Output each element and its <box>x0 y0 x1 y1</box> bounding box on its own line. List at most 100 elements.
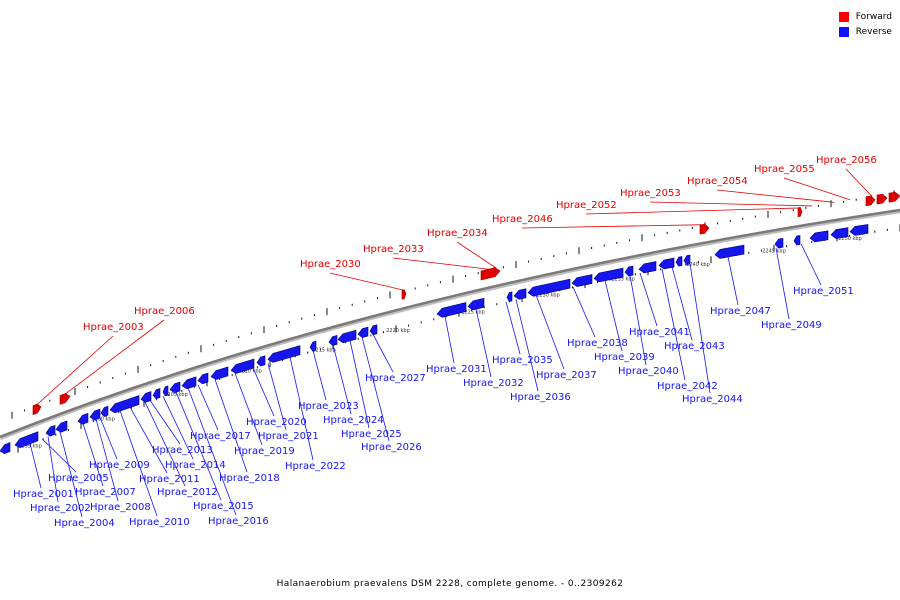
reverse-gene-arrow <box>593 267 624 283</box>
gene-label: Hprae_2036 <box>510 392 571 403</box>
backbone-line <box>0 208 900 439</box>
gene-label: Hprae_2022 <box>285 461 346 472</box>
gene-label: Hprae_2007 <box>75 487 136 498</box>
reverse-gene-arrow <box>830 227 849 239</box>
leader-line <box>197 384 219 431</box>
reverse-gene-arrow <box>683 254 691 265</box>
leader-line <box>187 387 237 516</box>
gene-label: Hprae_2023 <box>298 401 359 412</box>
gene-label: Hprae_2039 <box>594 352 655 363</box>
leader-line <box>214 379 248 473</box>
leader-line <box>361 337 390 442</box>
leader-line <box>175 391 222 501</box>
label-leader-lines <box>29 168 873 518</box>
leader-line <box>41 438 77 473</box>
reverse-gene-arrow <box>181 376 197 390</box>
gene-label: Hprae_2055 <box>754 164 815 175</box>
reverse-gene-arrow <box>506 291 513 302</box>
reverse-gene-arrow <box>14 431 39 448</box>
scale-label: 2240 kbp <box>686 262 710 268</box>
leader-line <box>252 367 275 417</box>
scale-label: 2250 kbp <box>838 236 862 242</box>
leader-line <box>234 373 263 446</box>
gene-arrows <box>0 191 900 455</box>
gene-label: Hprae_2001 <box>13 489 74 500</box>
leader-line <box>332 344 352 415</box>
leader-line <box>475 308 492 378</box>
reverse-gene-arrow <box>77 412 89 425</box>
reverse-gene-arrow <box>197 372 209 385</box>
gene-label: Hprae_2051 <box>793 286 854 297</box>
leader-line <box>349 340 370 429</box>
leader-line <box>312 350 327 401</box>
gene-label: Hprae_2005 <box>48 473 109 484</box>
leader-line <box>329 272 405 291</box>
gene-label: Hprae_2006 <box>134 306 195 317</box>
leader-line <box>149 400 181 445</box>
forward-gene-arrow <box>888 191 900 203</box>
reverse-gene-arrow <box>100 405 109 417</box>
reverse-gene-arrow <box>0 442 11 455</box>
reverse-gene-arrow <box>152 388 161 400</box>
gene-label: Hprae_2002 <box>30 503 91 514</box>
gene-label: Hprae_2026 <box>361 442 422 453</box>
gene-label: Hprae_2025 <box>341 429 402 440</box>
forward-gene-arrow <box>865 195 876 207</box>
reverse-gene-arrow <box>774 237 784 249</box>
leader-line <box>456 241 497 269</box>
figure-caption: Halanaerobium praevalens DSM 2228, compl… <box>276 579 624 589</box>
forward-gene-arrow <box>32 403 42 416</box>
legend-label-reverse: Reverse <box>855 26 892 37</box>
gene-label: Hprae_2021 <box>258 431 319 442</box>
scale-label: 2205 kbp <box>164 392 188 398</box>
gene-label: Hprae_2040 <box>618 366 679 377</box>
leader-line <box>629 275 647 366</box>
scale-label: 2215 kbp <box>312 347 336 353</box>
scale-label: 2200 kbp <box>91 416 115 422</box>
gene-label: Hprae_2012 <box>157 487 218 498</box>
leader-line <box>59 431 83 518</box>
reverse-gene-arrow <box>571 274 593 287</box>
leader-line <box>392 257 491 270</box>
reverse-gene-arrow <box>809 230 829 243</box>
leader-line <box>639 273 658 327</box>
reverse-gene-arrow <box>638 261 657 274</box>
gene-label: Hprae_2027 <box>365 373 426 384</box>
leader-line <box>535 294 565 370</box>
leader-line <box>521 224 706 229</box>
gene-label: Hprae_2031 <box>426 364 487 375</box>
reverse-gene-arrow <box>45 424 56 437</box>
forward-gene-arrow <box>876 193 888 205</box>
reverse-gene-arrow <box>624 265 634 277</box>
leader-line <box>29 443 42 489</box>
legend-item-forward: Forward <box>838 9 892 24</box>
scale-label: 2235 kbp <box>611 277 635 283</box>
gene-label: Hprae_2016 <box>208 516 269 527</box>
gene-label: Hprae_2047 <box>710 306 771 317</box>
reverse-gene-arrow <box>369 324 378 336</box>
gene-label: Hprae_2041 <box>629 327 690 338</box>
leader-line <box>775 247 790 320</box>
gene-label: Hprae_2044 <box>682 394 743 405</box>
gene-label: Hprae_2017 <box>190 431 251 442</box>
reverse-gene-arrow <box>328 334 338 346</box>
gene-label: Hprae_2011 <box>139 474 200 485</box>
leader-line <box>661 268 686 381</box>
leader-line <box>444 316 455 364</box>
leader-line <box>47 436 59 503</box>
forward-gene-arrow <box>699 223 710 235</box>
leader-line <box>689 263 711 394</box>
leader-line <box>649 201 813 207</box>
gene-label: Hprae_2032 <box>463 378 524 389</box>
reverse-gene-arrow <box>658 257 675 270</box>
gene-label: Hprae_2019 <box>234 446 295 457</box>
leader-line <box>716 189 835 203</box>
leader-line <box>95 418 119 502</box>
gene-label: Hprae_2037 <box>536 370 597 381</box>
scale-label: 2230 kbp <box>536 292 560 298</box>
gene-label: Hprae_2014 <box>165 460 226 471</box>
legend-swatch-reverse <box>838 26 849 37</box>
gene-label: Hprae_2056 <box>816 155 877 166</box>
